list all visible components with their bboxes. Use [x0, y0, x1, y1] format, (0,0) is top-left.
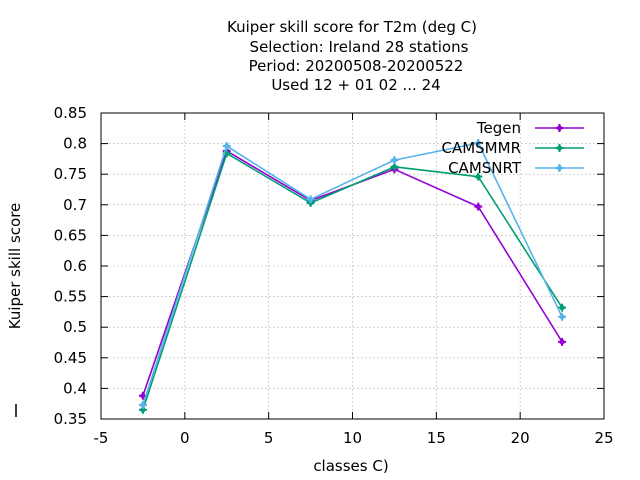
title-line-1: Kuiper skill score for T2m (deg C): [227, 18, 477, 36]
data-point-camsnrt: [222, 142, 231, 151]
data-point-camsnrt: [558, 312, 567, 321]
data-point-camsnrt: [390, 156, 399, 165]
y-tick-label: 0.5: [63, 318, 87, 336]
data-point-camsnrt: [306, 195, 315, 204]
y-tick-label: 0.55: [54, 288, 87, 306]
legend-label-camsnrt: CAMSNRT: [448, 159, 522, 177]
data-point-camsmmr: [390, 162, 399, 171]
data-point-camsnrt: [138, 400, 147, 409]
legend-label-camsmmr: CAMSMMR: [441, 139, 521, 157]
data-point-camsnrt: [474, 138, 483, 147]
legend-marker-tegen: [555, 124, 564, 132]
legend: Tegen CAMSMMR CAMSNRT: [441, 119, 584, 177]
data-point-camsmmr: [558, 303, 567, 312]
x-tick-label: -5: [94, 429, 109, 447]
axis-ticks: -5 0 5 10 15 20 25 0.35 0.4 0.45 0.5 0.55 0.6 0.65 0.7…: [54, 104, 614, 447]
series-group: [138, 138, 567, 414]
y-tick-label: 0.4: [63, 379, 87, 397]
data-point-tegen: [558, 337, 567, 346]
legend-marker-camsmmr: [555, 144, 564, 152]
title-line-4: Used 12 + 01 02 ... 24: [271, 76, 440, 94]
x-tick-label: 25: [594, 429, 613, 447]
y-axis-label: Kuiper skill score: [6, 203, 24, 330]
x-axis-label: classes C): [313, 457, 388, 475]
x-tick-label: 5: [264, 429, 274, 447]
y-tick-label: 0.35: [54, 410, 87, 428]
data-point-tegen: [138, 391, 147, 400]
data-point-camsmmr: [474, 172, 483, 181]
series-line-camsnrt: [142, 142, 563, 406]
x-tick-label: 15: [427, 429, 446, 447]
chart-title: Kuiper skill score for T2m (deg C) Selec…: [227, 18, 477, 94]
y-tick-label: 0.7: [63, 196, 87, 214]
title-line-3: Period: 20200508-20200522: [249, 57, 464, 75]
title-line-2: Selection: Ireland 28 stations: [250, 38, 469, 56]
grid: [101, 113, 604, 419]
y-tick-label: 0.65: [54, 226, 87, 244]
y-tick-label: 0.75: [54, 165, 87, 183]
x-tick-label: 0: [180, 429, 190, 447]
y-tick-label: 0.45: [54, 349, 87, 367]
data-point-camsmmr: [138, 405, 147, 414]
data-point-tegen: [474, 202, 483, 211]
y-tick-label: 0.6: [63, 257, 87, 275]
series-line-camsmmr: [142, 152, 563, 411]
x-tick-label: 20: [511, 429, 530, 447]
legend-marker-camsnrt: [555, 164, 564, 172]
y-tick-label: 0.8: [63, 135, 87, 153]
x-tick-label: 10: [343, 429, 362, 447]
legend-label-tegen: Tegen: [476, 119, 521, 137]
y-tick-label: 0.85: [54, 104, 87, 122]
